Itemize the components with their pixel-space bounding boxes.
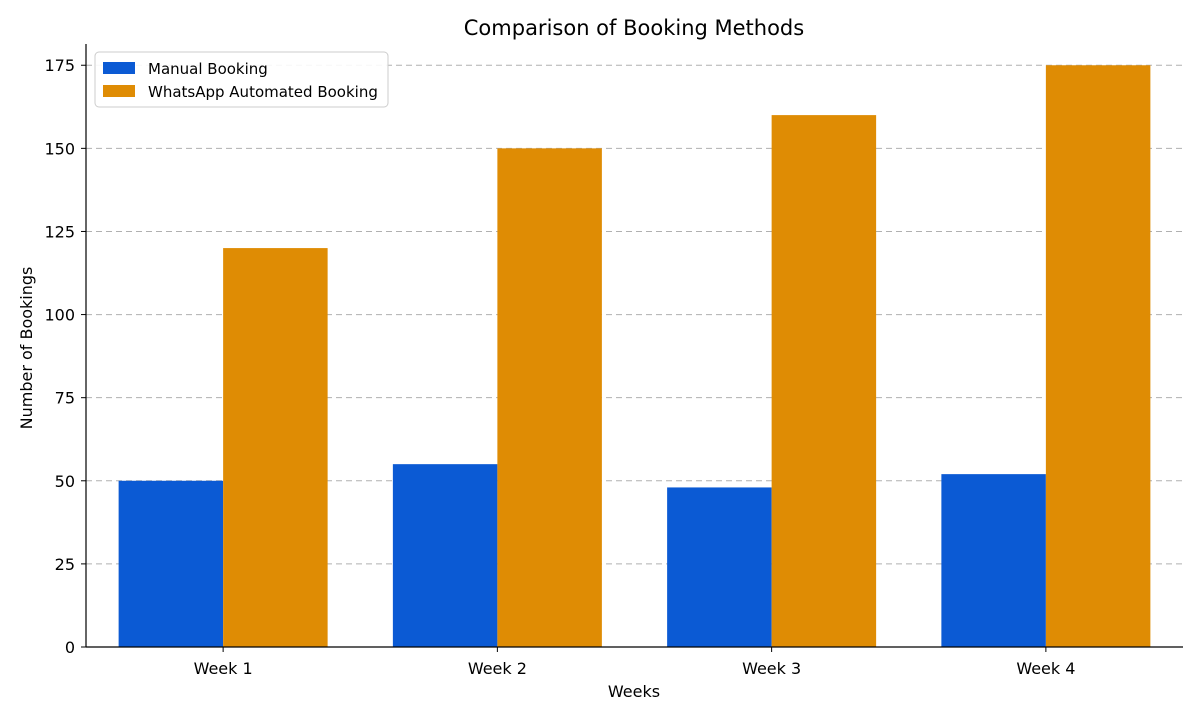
bars bbox=[118, 65, 1151, 648]
bar-manual-booking-week-2 bbox=[392, 464, 498, 647]
y-tick-label: 50 bbox=[55, 472, 75, 491]
y-tick-label: 125 bbox=[44, 222, 75, 241]
y-tick-label: 175 bbox=[44, 56, 75, 75]
bar-manual-booking-week-3 bbox=[667, 487, 772, 647]
legend-swatch-manual-booking bbox=[103, 62, 135, 74]
y-tick-label: 100 bbox=[44, 306, 75, 325]
bar-whatsapp-automated-booking-week-3 bbox=[771, 115, 877, 648]
x-tick-label: Week 3 bbox=[742, 659, 801, 678]
bar-whatsapp-automated-booking-week-1 bbox=[223, 248, 328, 647]
bar-manual-booking-week-1 bbox=[118, 480, 224, 647]
legend-swatch-whatsapp-automated-booking bbox=[103, 85, 135, 97]
bar-whatsapp-automated-booking-week-2 bbox=[497, 148, 602, 647]
x-tick-label: Week 4 bbox=[1016, 659, 1075, 678]
x-tick-label: Week 2 bbox=[468, 659, 527, 678]
bar-whatsapp-automated-booking-week-4 bbox=[1045, 65, 1151, 648]
y-tick-label: 150 bbox=[44, 139, 75, 158]
chart-title: Comparison of Booking Methods bbox=[464, 16, 804, 40]
legend-label-whatsapp-automated-booking: WhatsApp Automated Booking bbox=[148, 83, 378, 101]
legend: Manual Booking WhatsApp Automated Booking bbox=[94, 51, 389, 108]
y-axis-label: Number of Bookings bbox=[17, 267, 36, 430]
legend-label-manual-booking: Manual Booking bbox=[148, 60, 268, 78]
y-tick-label: 0 bbox=[65, 638, 75, 657]
x-axis-label: Weeks bbox=[608, 682, 660, 701]
bar-manual-booking-week-4 bbox=[941, 474, 1046, 647]
axes bbox=[81, 44, 1183, 652]
legend-box bbox=[94, 51, 389, 108]
x-tick-label: Week 1 bbox=[194, 659, 253, 678]
tick-labels: 0 25 50 75 100 125 150 175 Week 1 Week 2 Week 3 Wee… bbox=[44, 56, 1075, 678]
y-tick-label: 25 bbox=[55, 555, 75, 574]
y-tick-label: 75 bbox=[55, 389, 75, 408]
